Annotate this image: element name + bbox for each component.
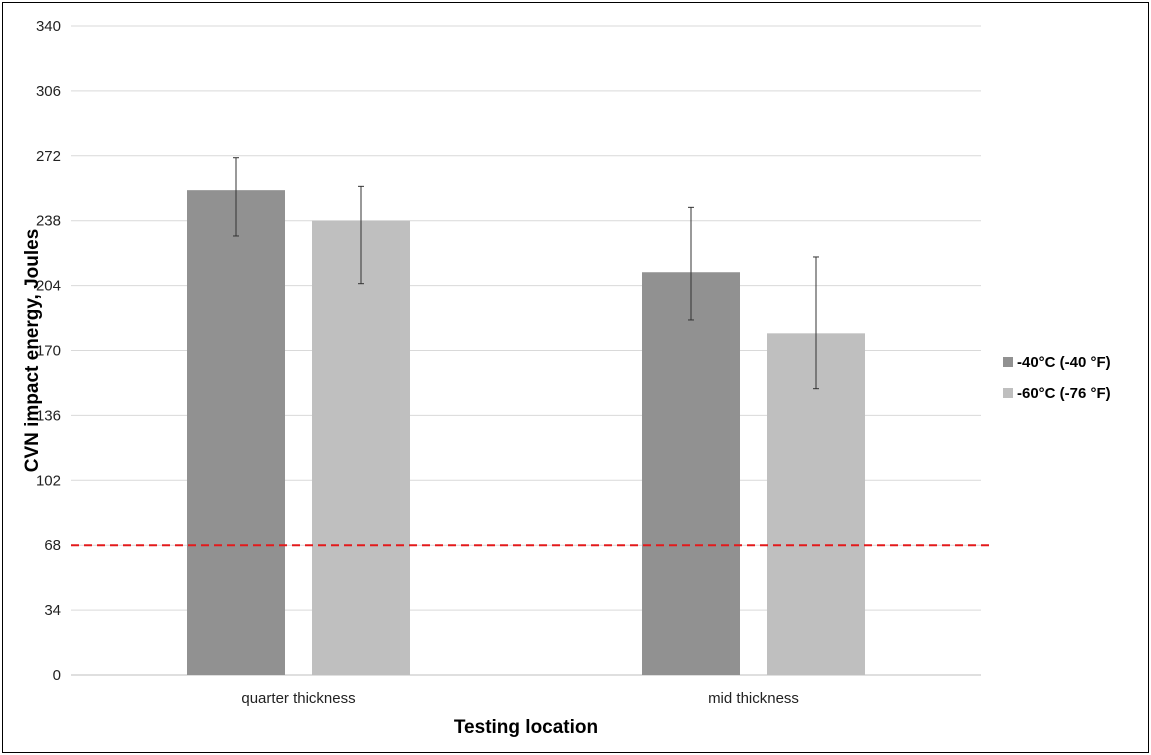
y-tick-label: 340	[36, 18, 61, 35]
y-tick-label: 306	[36, 83, 61, 100]
y-tick-label: 238	[36, 213, 61, 230]
y-axis-title: CVN impact energy, Joules	[22, 229, 43, 473]
x-category-label: mid thickness	[708, 690, 799, 707]
y-tick-label: 272	[36, 148, 61, 165]
category-labels: quarter thickness mid thickness	[241, 690, 799, 707]
y-tick-label: 136	[36, 407, 61, 424]
y-tick-label: 204	[36, 278, 61, 295]
legend-swatch	[1003, 388, 1013, 398]
bars	[187, 190, 865, 676]
legend: -40°C (-40 °F) -60°C (-76 °F)	[1003, 354, 1111, 402]
legend-swatch	[1003, 357, 1013, 367]
y-tick-labels: 0 34 68 102 136 170 204 238 272 306 340	[36, 18, 61, 684]
y-tick-label: 68	[44, 537, 61, 554]
y-tick-label: 0	[53, 667, 61, 684]
bar	[767, 333, 865, 675]
y-tick-label: 102	[36, 472, 61, 489]
bar	[312, 220, 410, 675]
error-bars	[233, 157, 819, 390]
bar	[187, 190, 285, 676]
x-axis-title: Testing location	[454, 717, 598, 738]
legend-label: -60°C (-76 °F)	[1017, 385, 1111, 402]
bar	[642, 272, 740, 675]
y-tick-label: 34	[44, 602, 61, 619]
legend-label: -40°C (-40 °F)	[1017, 354, 1111, 371]
x-category-label: quarter thickness	[241, 690, 355, 707]
chart: 0 34 68 102 136 170 204 238 272 306 340 quarter th…	[22, 18, 1111, 738]
y-tick-label: 170	[36, 343, 61, 360]
